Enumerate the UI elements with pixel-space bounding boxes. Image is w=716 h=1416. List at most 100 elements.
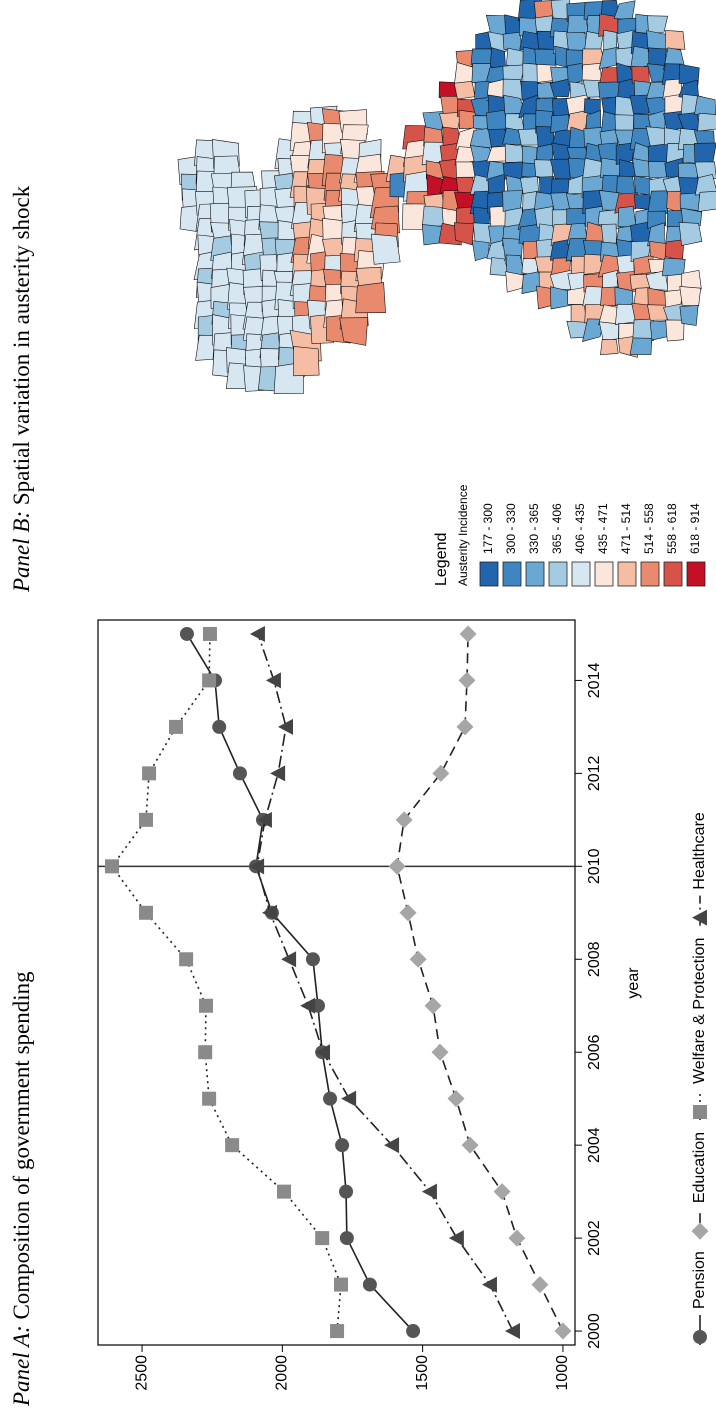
marker (421, 1183, 437, 1200)
marker (142, 766, 157, 781)
map-region (666, 190, 683, 214)
x-tick-label: 2004 (586, 1127, 603, 1163)
panel-label: Panel A: (9, 1325, 34, 1407)
map-region (694, 95, 716, 115)
legend-label: Pension (691, 1251, 708, 1309)
map-region (471, 240, 490, 261)
map-region (504, 143, 526, 163)
x-tick-label: 2006 (586, 1034, 603, 1070)
y-tick-label: 1000 (554, 1355, 571, 1391)
x-tick-label: 2008 (586, 941, 603, 977)
legend-label: 558 - 618 (665, 503, 679, 554)
marker (249, 625, 265, 642)
legend-swatch (617, 561, 637, 587)
marker (493, 1183, 511, 1201)
marker (330, 1324, 345, 1339)
marker (432, 764, 450, 782)
marker (202, 1091, 217, 1106)
marker (554, 1322, 572, 1340)
marker (362, 1277, 377, 1292)
y-tick-label: 2000 (274, 1355, 291, 1391)
title-text: Spatial variation in austerity shock (9, 185, 34, 505)
legend-label: 618 - 914 (688, 503, 702, 554)
plot-frame (97, 619, 576, 1346)
legend-label: Welfare & Protection (691, 938, 708, 1084)
x-tick-label: 2012 (586, 755, 603, 791)
marker (202, 673, 217, 688)
legend-marker (693, 1330, 707, 1344)
marker (265, 672, 281, 689)
map-region (615, 142, 635, 166)
map-region (662, 257, 686, 277)
marker (399, 904, 417, 922)
marker (270, 765, 286, 782)
series-line (186, 633, 414, 1332)
legend-marker (693, 1105, 707, 1119)
marker (138, 812, 153, 827)
marker (395, 811, 413, 829)
legend-marker (691, 1222, 709, 1240)
marker (531, 1276, 549, 1294)
map-region (293, 346, 320, 377)
map-region (648, 47, 667, 67)
legend-label: 471 - 514 (619, 503, 633, 554)
map-region (617, 206, 637, 228)
legend-swatch (502, 561, 522, 587)
map-region (453, 80, 476, 100)
legend-label: 406 - 435 (573, 503, 587, 554)
legend-swatch (686, 561, 706, 587)
map-region (470, 48, 493, 65)
marker (508, 1229, 526, 1247)
map-region (339, 317, 369, 346)
panel-b: Panel B: Spatial variation in austerity … (9, 185, 706, 593)
map-region (679, 304, 699, 326)
marker (305, 952, 320, 967)
marker (504, 1323, 520, 1340)
map-region (679, 192, 700, 212)
map-region (697, 112, 716, 132)
marker (256, 811, 272, 828)
map-region (632, 318, 654, 341)
x-tick-label: 2010 (586, 848, 603, 884)
marker (277, 1184, 292, 1199)
marker (335, 1138, 350, 1153)
series-line (111, 633, 342, 1332)
map-region (629, 337, 653, 355)
marker (138, 905, 153, 920)
legend-swatch (640, 561, 660, 587)
marker (199, 998, 214, 1013)
marker (232, 766, 247, 781)
map-region (665, 319, 685, 342)
marker (458, 671, 476, 689)
map-region (598, 321, 620, 342)
marker (277, 718, 293, 735)
marker (262, 904, 278, 921)
map-region (697, 191, 716, 212)
legend-swatch (525, 561, 545, 587)
marker (447, 1090, 465, 1108)
map-region (370, 233, 401, 265)
marker (384, 1137, 400, 1154)
map-region (678, 221, 703, 246)
map-region (647, 15, 669, 35)
marker (459, 625, 477, 643)
marker (105, 859, 120, 874)
map-region (454, 222, 475, 246)
marker (388, 857, 406, 875)
legend-label: 435 - 471 (596, 503, 610, 554)
legend-label: 177 - 300 (481, 503, 495, 554)
legend-swatch (594, 561, 614, 587)
x-tick-label: 2002 (586, 1220, 603, 1256)
legend-swatch (571, 561, 591, 587)
marker (409, 950, 427, 968)
map-region (486, 109, 508, 132)
map (177, 0, 716, 395)
marker (339, 1184, 354, 1199)
map-region (681, 269, 702, 293)
map-region (633, 194, 651, 210)
marker (300, 997, 316, 1014)
marker (179, 626, 194, 641)
title-text: Composition of government spending (9, 971, 34, 1320)
legend-label: 365 - 406 (550, 503, 564, 554)
